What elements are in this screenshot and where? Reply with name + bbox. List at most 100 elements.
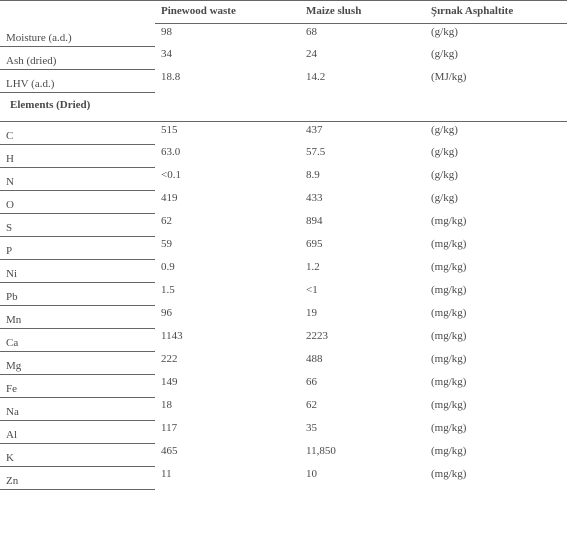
row-label: N [0, 167, 155, 190]
row-unit: (mg/kg) [425, 213, 567, 236]
table-row: Pb1.5<1(mg/kg) [0, 282, 567, 305]
row-maize-value: 1.2 [300, 259, 425, 282]
table-row: K46511,850(mg/kg) [0, 443, 567, 466]
table-row: Zn1110(mg/kg) [0, 466, 567, 489]
row-unit: (g/kg) [425, 144, 567, 167]
row-maize-value: 437 [300, 121, 425, 144]
row-maize-value: 8.9 [300, 167, 425, 190]
row-maize-value: 57.5 [300, 144, 425, 167]
row-unit: (g/kg) [425, 121, 567, 144]
table-row: Al11735(mg/kg) [0, 420, 567, 443]
row-maize-value: 24 [300, 46, 425, 69]
row-label: Zn [0, 466, 155, 489]
row-maize-value: 695 [300, 236, 425, 259]
table-body-section: Elements (Dried) [0, 92, 567, 121]
row-pinewood-value: 98 [155, 24, 300, 47]
row-unit: (mg/kg) [425, 443, 567, 466]
row-pinewood-value: 62 [155, 213, 300, 236]
row-unit: (mg/kg) [425, 282, 567, 305]
row-pinewood-value: 96 [155, 305, 300, 328]
row-label: Moisture (a.d.) [0, 24, 155, 47]
row-label: Mg [0, 351, 155, 374]
header-unit: Şırnak Asphaltite [425, 1, 567, 24]
row-label: Pb [0, 282, 155, 305]
row-label: Na [0, 397, 155, 420]
row-label: Ash (dried) [0, 46, 155, 69]
row-pinewood-value: 34 [155, 46, 300, 69]
row-label: K [0, 443, 155, 466]
row-unit: (g/kg) [425, 46, 567, 69]
row-pinewood-value: 222 [155, 351, 300, 374]
row-unit: (g/kg) [425, 24, 567, 47]
row-unit: (mg/kg) [425, 374, 567, 397]
row-maize-value: 11,850 [300, 443, 425, 466]
row-label: LHV (a.d.) [0, 69, 155, 92]
row-pinewood-value: <0.1 [155, 167, 300, 190]
table-row: Mg222488(mg/kg) [0, 351, 567, 374]
row-pinewood-value: 1143 [155, 328, 300, 351]
row-maize-value: 10 [300, 466, 425, 489]
table-row: C515437(g/kg) [0, 121, 567, 144]
row-label: H [0, 144, 155, 167]
section-label: Elements (Dried) [0, 92, 567, 121]
row-label: Fe [0, 374, 155, 397]
row-pinewood-value: 1.5 [155, 282, 300, 305]
row-pinewood-value: 149 [155, 374, 300, 397]
row-pinewood-value: 18.8 [155, 69, 300, 92]
row-unit: (mg/kg) [425, 305, 567, 328]
table-row: LHV (a.d.)18.814.2(MJ/kg) [0, 69, 567, 92]
row-maize-value: 19 [300, 305, 425, 328]
table-row: Ash (dried)3424(g/kg) [0, 46, 567, 69]
row-label: P [0, 236, 155, 259]
table-row: Moisture (a.d.)9868(g/kg) [0, 24, 567, 47]
row-maize-value: 35 [300, 420, 425, 443]
row-unit: (g/kg) [425, 167, 567, 190]
row-maize-value: 488 [300, 351, 425, 374]
table-body-elements: C515437(g/kg)H63.057.5(g/kg)N<0.18.9(g/k… [0, 121, 567, 489]
row-maize-value: 433 [300, 190, 425, 213]
table-header-row: Pinewood waste Maize slush Şırnak Asphal… [0, 1, 567, 24]
header-pinewood: Pinewood waste [155, 1, 300, 24]
row-unit: (mg/kg) [425, 351, 567, 374]
table-row: Fe14966(mg/kg) [0, 374, 567, 397]
section-row: Elements (Dried) [0, 92, 567, 121]
row-pinewood-value: 515 [155, 121, 300, 144]
row-unit: (MJ/kg) [425, 69, 567, 92]
row-maize-value: 62 [300, 397, 425, 420]
row-maize-value: <1 [300, 282, 425, 305]
table-row: Ni0.91.2(mg/kg) [0, 259, 567, 282]
row-pinewood-value: 465 [155, 443, 300, 466]
table-body-top: Moisture (a.d.)9868(g/kg)Ash (dried)3424… [0, 24, 567, 93]
header-maize: Maize slush [300, 1, 425, 24]
row-maize-value: 894 [300, 213, 425, 236]
row-label: S [0, 213, 155, 236]
row-label: O [0, 190, 155, 213]
row-maize-value: 14.2 [300, 69, 425, 92]
row-maize-value: 2223 [300, 328, 425, 351]
row-label: Al [0, 420, 155, 443]
row-maize-value: 68 [300, 24, 425, 47]
row-unit: (g/kg) [425, 190, 567, 213]
row-unit: (mg/kg) [425, 466, 567, 489]
row-pinewood-value: 11 [155, 466, 300, 489]
row-pinewood-value: 117 [155, 420, 300, 443]
row-pinewood-value: 419 [155, 190, 300, 213]
row-unit: (mg/kg) [425, 397, 567, 420]
table-row: H63.057.5(g/kg) [0, 144, 567, 167]
row-label: Mn [0, 305, 155, 328]
row-label: Ca [0, 328, 155, 351]
row-unit: (mg/kg) [425, 236, 567, 259]
table-row: O419433(g/kg) [0, 190, 567, 213]
row-label: C [0, 121, 155, 144]
table-row: N<0.18.9(g/kg) [0, 167, 567, 190]
row-maize-value: 66 [300, 374, 425, 397]
row-pinewood-value: 0.9 [155, 259, 300, 282]
row-pinewood-value: 59 [155, 236, 300, 259]
row-pinewood-value: 18 [155, 397, 300, 420]
composition-table: Pinewood waste Maize slush Şırnak Asphal… [0, 0, 567, 490]
row-label: Ni [0, 259, 155, 282]
row-pinewood-value: 63.0 [155, 144, 300, 167]
row-unit: (mg/kg) [425, 328, 567, 351]
table-row: P59695(mg/kg) [0, 236, 567, 259]
header-empty [0, 1, 155, 24]
